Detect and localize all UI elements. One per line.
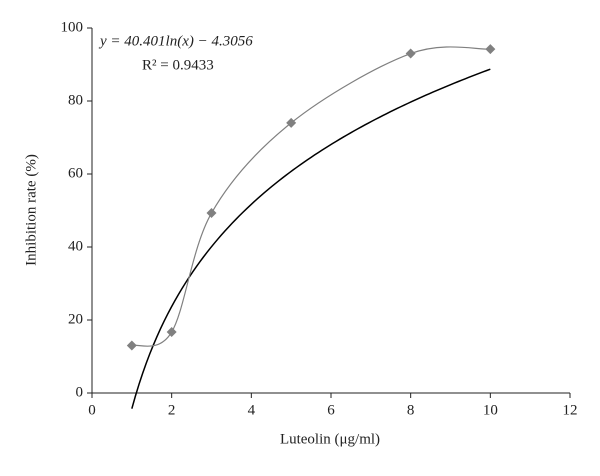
x-tick-label: 6 [327, 402, 335, 418]
x-tick-label: 8 [407, 402, 415, 418]
y-tick-label: 100 [61, 19, 84, 35]
y-tick-label: 0 [76, 384, 84, 400]
r-squared: R² = 0.9433 [142, 57, 214, 73]
y-axis-title: Inhibition rate (%) [23, 154, 39, 266]
x-tick-label: 4 [248, 402, 256, 418]
data-point [206, 208, 217, 219]
trend-equation: y = 40.401ln(x) − 4.3056 [98, 33, 253, 49]
trendline [131, 68, 491, 409]
y-tick-label: 80 [68, 92, 83, 108]
smooth-line [131, 46, 491, 347]
data-point [485, 44, 496, 55]
x-tick-label: 2 [168, 402, 176, 418]
data-point [286, 117, 297, 128]
y-tick-label: 40 [68, 238, 83, 254]
data-point [126, 340, 137, 351]
x-tick-label: 0 [88, 402, 96, 418]
y-tick-label: 20 [68, 311, 83, 327]
data-point [405, 48, 416, 59]
x-axis-title: Luteolin (μg/ml) [280, 431, 380, 447]
x-tick-label: 12 [563, 402, 578, 418]
y-tick-label: 60 [68, 165, 83, 181]
x-tick-label: 10 [483, 402, 498, 418]
data-point [166, 327, 177, 338]
